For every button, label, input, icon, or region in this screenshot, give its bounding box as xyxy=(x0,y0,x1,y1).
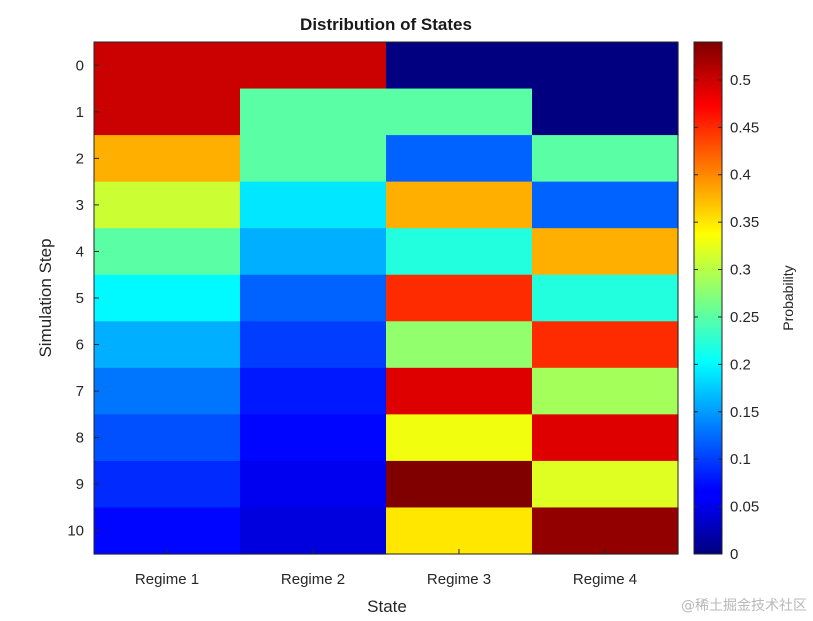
heatmap-cell xyxy=(240,414,387,462)
heatmap-cell xyxy=(386,460,533,509)
heatmap-cell xyxy=(94,274,241,322)
y-tick-label: 6 xyxy=(76,337,84,354)
heatmap-cell xyxy=(240,135,387,183)
y-tick-label: 1 xyxy=(76,104,84,121)
heatmap-cell xyxy=(386,88,533,136)
heatmap-cell xyxy=(532,181,679,229)
colorbar-tick-label: 0.05 xyxy=(730,499,759,516)
heatmap-cell xyxy=(94,88,241,136)
heatmap-cell xyxy=(386,42,533,90)
y-axis-label: Simulation Step xyxy=(36,238,55,357)
heatmap-cell xyxy=(386,321,533,369)
colorbar-label: Probability xyxy=(780,265,796,330)
heatmap-cell xyxy=(94,321,241,369)
heatmap-cell xyxy=(532,460,679,509)
heatmap-cell xyxy=(532,321,679,369)
heatmap-cell xyxy=(240,367,387,415)
colorbar-tick-label: 0 xyxy=(730,546,738,563)
y-tick-label: 3 xyxy=(76,197,84,214)
colorbar-tick-label: 0.45 xyxy=(730,119,759,136)
heatmap-cell xyxy=(240,42,387,90)
heatmap-cell xyxy=(94,135,241,183)
heatmap-cell xyxy=(240,228,387,276)
heatmap-cell xyxy=(386,181,533,229)
colorbar-tick-label: 0.1 xyxy=(730,451,751,468)
heatmap-cell xyxy=(386,414,533,462)
y-tick-labels: 0 1 2 3 4 5 6 7 8 9 10 xyxy=(67,57,99,540)
colorbar xyxy=(693,41,723,555)
heatmap-cell xyxy=(240,321,387,369)
heatmap-cell xyxy=(94,367,241,415)
heatmap-cell xyxy=(532,367,679,415)
x-tick-label: Regime 4 xyxy=(573,571,637,588)
colorbar-ticks: 0 0.05 0.1 0.15 0.2 0.25 0.3 0.35 0.4 0.45 0.5 xyxy=(694,72,759,563)
colorbar-tick-label: 0.4 xyxy=(730,167,751,184)
heatmap-cell xyxy=(240,88,387,136)
heatmap-cell xyxy=(386,135,533,183)
colorbar-tick-label: 0.3 xyxy=(730,262,751,279)
heatmap-cell xyxy=(94,460,241,509)
y-tick-label: 4 xyxy=(76,243,84,260)
x-tick-label: Regime 3 xyxy=(427,571,491,588)
heatmap-cell xyxy=(94,42,241,90)
chart-title: Distribution of States xyxy=(300,15,472,34)
colorbar-tick-label: 0.5 xyxy=(730,72,751,89)
heatmap-cell xyxy=(386,507,533,555)
heatmap-cell xyxy=(532,507,679,555)
x-axis-label: State xyxy=(367,597,407,616)
heatmap-cell xyxy=(94,507,241,555)
heatmap-cell xyxy=(532,42,679,90)
colorbar-tick-label: 0.35 xyxy=(730,214,759,231)
heatmap-cell xyxy=(240,460,387,509)
y-tick-label: 10 xyxy=(67,523,84,540)
heatmap-cell xyxy=(532,88,679,136)
x-tick-labels: Regime 1 Regime 2 Regime 3 Regime 4 xyxy=(135,549,637,588)
colorbar-tick-label: 0.2 xyxy=(730,356,751,373)
heatmap-cell xyxy=(532,274,679,322)
heatmap-cell xyxy=(386,228,533,276)
x-tick-label: Regime 2 xyxy=(281,571,345,588)
y-tick-label: 9 xyxy=(76,476,84,493)
y-tick-label: 8 xyxy=(76,430,84,447)
y-tick-label: 5 xyxy=(76,290,84,307)
heatmap-cell xyxy=(94,414,241,462)
y-tick-label: 0 xyxy=(76,57,84,74)
heatmap-cell xyxy=(386,274,533,322)
colorbar-tick-label: 0.25 xyxy=(730,309,759,326)
heatmap-cells xyxy=(94,42,679,555)
heatmap-cell xyxy=(532,414,679,462)
y-tick-label: 7 xyxy=(76,383,84,400)
y-tick-label: 2 xyxy=(76,150,84,167)
heatmap-cell xyxy=(240,507,387,555)
heatmap-cell xyxy=(532,135,679,183)
x-tick-label: Regime 1 xyxy=(135,571,199,588)
heatmap-cell xyxy=(94,181,241,229)
heatmap-cell xyxy=(94,228,241,276)
watermark-text: @稀土掘金技术社区 xyxy=(681,598,807,614)
heatmap-cell xyxy=(386,367,533,415)
heatmap-cell xyxy=(240,274,387,322)
heatmap-cell xyxy=(532,228,679,276)
colorbar-tick-label: 0.15 xyxy=(730,404,759,421)
heatmap-cell xyxy=(240,181,387,229)
